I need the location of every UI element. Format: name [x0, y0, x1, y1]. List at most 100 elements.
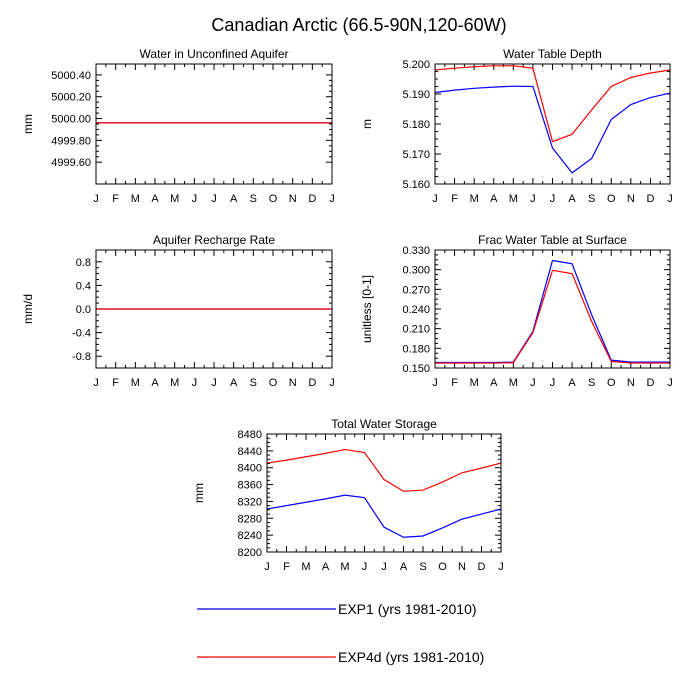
y-tick-label: 8480	[238, 429, 262, 441]
series-line-exp1	[266, 494, 502, 538]
x-tick-label: A	[568, 377, 576, 389]
legend-label-exp1: EXP1 (yrs 1981-2010)	[338, 601, 477, 617]
x-tick-label: F	[451, 193, 458, 205]
x-tick-label: M	[509, 193, 518, 205]
x-tick-label: J	[432, 193, 438, 205]
y-tick-label: 0.330	[402, 245, 430, 257]
x-tick-label: A	[322, 561, 330, 573]
x-tick-label: J	[93, 377, 99, 389]
x-tick-label: M	[131, 377, 140, 389]
y-tick-label: 5.200	[402, 59, 430, 71]
x-tick-label: J	[530, 377, 536, 389]
y-tick-label: 0.4	[76, 280, 91, 292]
y-tick-label: -0.4	[72, 328, 91, 340]
x-tick-label: N	[289, 377, 297, 389]
x-tick-label: A	[230, 193, 238, 205]
plot-frame	[95, 249, 333, 369]
y-tick-label: 4999.80	[51, 135, 91, 147]
x-tick-label: N	[458, 561, 466, 573]
x-tick-label: J	[192, 193, 198, 205]
x-tick-label: M	[509, 377, 518, 389]
x-tick-label: S	[250, 377, 257, 389]
x-tick-label: J	[93, 193, 99, 205]
x-tick-label: N	[627, 193, 635, 205]
y-axis-label: mm	[192, 483, 206, 503]
x-tick-label: D	[308, 193, 316, 205]
series-line-exp1	[434, 85, 671, 174]
y-tick-label: 0.150	[402, 363, 430, 375]
plot-frame	[434, 249, 671, 369]
x-tick-label: J	[498, 561, 504, 573]
series-line-exp4d	[266, 448, 502, 492]
y-tick-label: 0.180	[402, 343, 430, 355]
x-tick-label: A	[490, 377, 498, 389]
x-tick-label: M	[340, 561, 349, 573]
y-tick-label: 8440	[238, 446, 262, 458]
x-tick-label: F	[283, 561, 290, 573]
y-tick-label: 8280	[238, 513, 262, 525]
y-tick-label: 0.0	[76, 304, 91, 316]
panel-title: Water Table Depth	[503, 47, 602, 61]
x-tick-label: S	[419, 561, 426, 573]
x-tick-label: M	[170, 377, 179, 389]
y-axis-label: mm	[21, 114, 35, 134]
x-tick-label: M	[470, 193, 479, 205]
legend-label-exp4d: EXP4d (yrs 1981-2010)	[338, 649, 484, 665]
x-tick-label: A	[151, 193, 159, 205]
y-tick-label: 5.170	[402, 149, 430, 161]
y-tick-label: 4999.60	[51, 157, 91, 169]
x-tick-label: J	[667, 377, 673, 389]
y-tick-label: -0.8	[72, 351, 91, 363]
panel-title: Total Water Storage	[331, 417, 437, 431]
y-tick-label: 5000.40	[51, 70, 91, 82]
x-tick-label: O	[607, 193, 616, 205]
x-tick-label: J	[381, 561, 387, 573]
x-tick-label: F	[451, 377, 458, 389]
x-tick-label: D	[478, 561, 486, 573]
x-tick-label: D	[308, 377, 316, 389]
y-tick-label: 5000.00	[51, 114, 91, 126]
x-tick-label: J	[432, 377, 438, 389]
x-tick-label: F	[112, 193, 119, 205]
series-line-exp4d	[434, 65, 671, 143]
x-tick-label: M	[131, 193, 140, 205]
y-tick-label: 0.8	[76, 257, 91, 269]
y-tick-label: 5.160	[402, 179, 430, 191]
series-line-exp1	[435, 259, 670, 364]
y-tick-label: 0.210	[402, 324, 430, 336]
x-tick-label: D	[646, 193, 654, 205]
plot-frame	[95, 63, 333, 185]
y-tick-label: 0.270	[402, 284, 430, 296]
x-tick-label: N	[289, 193, 297, 205]
x-tick-label: J	[550, 193, 556, 205]
y-axis-label: unitless [0-1]	[360, 275, 374, 343]
y-tick-label: 8240	[238, 530, 262, 542]
x-tick-label: M	[470, 377, 479, 389]
x-tick-label: A	[490, 193, 498, 205]
chart-panel-4: Frac Water Table at Surface unitless [0-1…	[360, 233, 673, 389]
x-tick-label: M	[301, 561, 310, 573]
y-tick-label: 5.180	[402, 119, 430, 131]
figure-title: Canadian Arctic (66.5-90N,120-60W)	[211, 15, 506, 35]
y-tick-label: 5000.20	[51, 92, 91, 104]
y-tick-label: 8360	[238, 480, 262, 492]
y-tick-label: 0.240	[402, 304, 430, 316]
y-tick-label: 8320	[238, 496, 262, 508]
y-tick-label: 5.190	[402, 89, 430, 101]
panel-title: Frac Water Table at Surface	[478, 233, 627, 247]
x-tick-label: A	[400, 561, 408, 573]
panel-title: Water in Unconfined Aquifer	[140, 47, 289, 61]
x-tick-label: M	[170, 193, 179, 205]
x-tick-label: J	[362, 561, 368, 573]
x-tick-label: O	[269, 377, 278, 389]
x-tick-label: O	[607, 377, 616, 389]
panel-title: Aquifer Recharge Rate	[153, 233, 275, 247]
plot-frame	[266, 433, 502, 553]
y-axis-label: m	[360, 119, 374, 129]
x-tick-label: S	[588, 377, 595, 389]
y-tick-label: 8400	[238, 463, 262, 475]
x-tick-label: O	[269, 193, 278, 205]
